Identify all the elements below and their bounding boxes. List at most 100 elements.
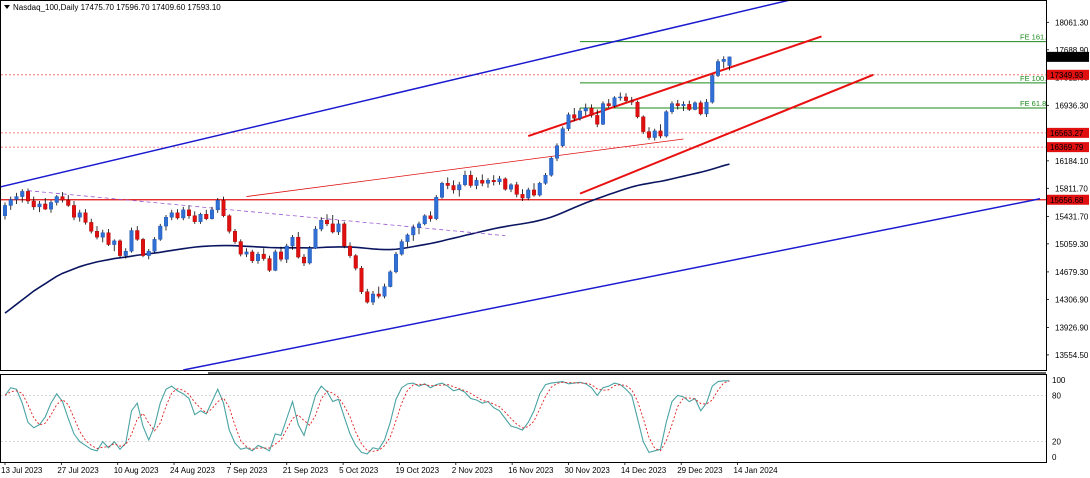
candle: [698, 100, 703, 116]
candle: [158, 223, 163, 241]
thin-red-trend: [246, 138, 684, 197]
stoch-level-label: 80: [1052, 391, 1061, 400]
candle-body: [440, 183, 445, 198]
candle-body: [572, 114, 577, 119]
candle: [721, 56, 726, 69]
candle: [710, 74, 715, 104]
candle-body: [250, 251, 255, 261]
candle-body: [652, 130, 657, 138]
candle: [589, 104, 594, 118]
candle: [319, 217, 324, 232]
symbol-menu-icon[interactable]: [4, 5, 10, 9]
candle-body: [405, 234, 410, 242]
date-tick-label: 30 Nov 2023: [565, 466, 611, 475]
candle: [491, 175, 496, 186]
candle: [204, 209, 209, 221]
candle-body: [451, 185, 456, 191]
candle-body: [445, 183, 450, 186]
candle-body: [721, 59, 726, 62]
candle-body: [342, 223, 347, 247]
candle-body: [417, 223, 422, 228]
candle-body: [675, 103, 680, 106]
candle-body: [261, 253, 266, 259]
candle: [296, 231, 301, 259]
price-tick-label: 18061.30: [1055, 18, 1089, 27]
candle: [376, 286, 381, 299]
candle-body: [3, 205, 7, 216]
candle-body: [474, 180, 479, 186]
candle: [135, 226, 140, 241]
candle-body: [175, 212, 180, 219]
candle-body: [486, 180, 491, 184]
candle-body: [681, 104, 686, 106]
candle: [468, 170, 473, 188]
red-channel-bottom: [579, 73, 874, 195]
candle: [417, 221, 422, 235]
candle: [43, 198, 48, 210]
fib-label-2: FE 61.8: [1020, 99, 1046, 108]
candle: [434, 195, 439, 221]
candle-body: [428, 215, 433, 219]
candle-body: [8, 199, 13, 206]
candle-body: [376, 293, 381, 297]
candle: [411, 224, 416, 241]
candle-body: [566, 114, 571, 129]
candle-body: [302, 256, 307, 264]
candle: [89, 218, 94, 234]
candle: [371, 291, 376, 306]
candle-body: [468, 174, 473, 186]
candle: [100, 229, 105, 243]
stochastic-signal-line: [4, 380, 730, 452]
candle-body: [698, 102, 703, 115]
candle: [658, 124, 663, 139]
candle: [261, 248, 266, 261]
price-axis: 18061.3017688.9017312.6016936.3016560.00…: [1046, 18, 1089, 360]
candle-body: [710, 75, 715, 103]
candle-body: [94, 231, 99, 238]
lower-blue-trend: [183, 198, 1041, 370]
candle-body: [123, 250, 128, 256]
candle: [198, 212, 203, 224]
candle: [560, 126, 565, 148]
candle: [152, 237, 157, 253]
candle-body: [509, 184, 514, 190]
main-plot-frame: [0, 0, 1047, 371]
candle-body: [532, 189, 537, 196]
candle: [37, 200, 42, 213]
candle: [8, 196, 13, 210]
candle-body: [583, 107, 588, 112]
price-tag-bg: [1047, 69, 1089, 80]
candle-body: [20, 191, 25, 197]
candle: [549, 156, 554, 177]
candle-body: [670, 103, 675, 112]
candle-body: [117, 240, 122, 256]
candle: [20, 189, 25, 203]
candle-body: [181, 209, 186, 219]
candle-body: [399, 241, 404, 255]
candle: [670, 101, 675, 114]
candle-body: [209, 209, 214, 219]
candle-body: [664, 111, 669, 137]
candle-body: [279, 251, 284, 260]
candle-body: [106, 232, 111, 245]
candle: [503, 177, 508, 191]
candle: [601, 101, 606, 125]
candle-body: [555, 145, 560, 159]
candle-body: [273, 251, 278, 271]
candle: [405, 233, 410, 247]
candle-body: [169, 212, 174, 218]
candle-body: [198, 214, 203, 222]
candle: [566, 112, 571, 131]
candle-body: [49, 202, 54, 210]
candle: [440, 181, 445, 199]
candle: [336, 220, 341, 235]
candle-body: [693, 102, 698, 110]
price-tag-label: 15656.68: [1050, 196, 1084, 205]
stochastic-main-line: [4, 380, 730, 455]
oscillator-frame: [0, 374, 1047, 463]
candle-body: [83, 212, 88, 223]
candle-body: [227, 215, 232, 232]
candle-body: [43, 203, 48, 210]
purple-dashed-trend: [27, 190, 506, 237]
candle: [537, 181, 542, 197]
